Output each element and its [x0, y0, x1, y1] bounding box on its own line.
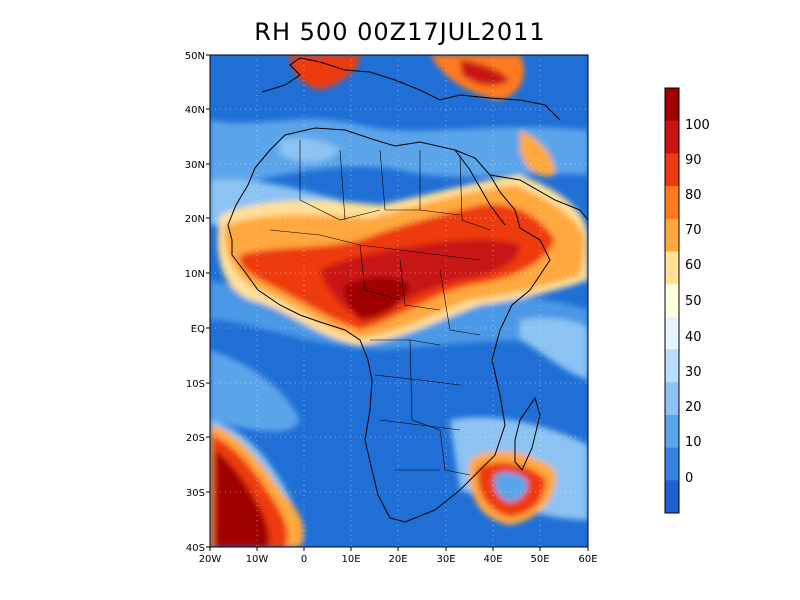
lat-label: 40N: [185, 105, 205, 116]
country-borders: [269, 140, 491, 476]
colorbar-label: 30: [685, 365, 702, 380]
lon-label: 20E: [388, 554, 407, 565]
lon-label: 30E: [436, 554, 455, 565]
colorbar-swatch: [665, 153, 679, 187]
tick-marks: [206, 54, 589, 551]
colorbar-label: 100: [685, 118, 710, 133]
lon-label: 50E: [530, 554, 549, 565]
colorbar-label: 0: [685, 471, 693, 486]
lat-label: 50N: [185, 51, 205, 62]
colorbar-frame: [664, 87, 680, 514]
colorbar-label: 40: [685, 330, 702, 345]
lon-label: 10W: [246, 554, 269, 565]
colorbar-swatch: [665, 480, 679, 514]
colorbar: 100 90 80 70 60 50 40 30 20 10 0: [664, 87, 710, 514]
colorbar-label: 90: [685, 153, 702, 168]
colorbar-swatch: [665, 414, 679, 449]
coastlines: [227, 57, 588, 523]
lon-label: 10E: [341, 554, 360, 565]
colorbar-label: 60: [685, 258, 702, 273]
latitude-labels: 50N 40N 30N 20N 10N EQ 10S 20S 30S 40S: [185, 51, 205, 554]
colorbar-label: 70: [685, 223, 702, 238]
lon-label: 60E: [578, 554, 597, 565]
colorbar-swatch: [665, 218, 679, 252]
lon-label: 20W: [199, 554, 222, 565]
lon-label: 40E: [483, 554, 502, 565]
lat-label: 20N: [185, 214, 205, 225]
colorbar-swatch: [665, 251, 679, 285]
colorbar-swatch: [665, 447, 679, 481]
colorbar-swatch: [665, 284, 679, 318]
lat-label: 30S: [186, 488, 205, 499]
colorbar-swatch: [665, 349, 679, 383]
map-frame: [209, 54, 589, 548]
humidity-field: [210, 55, 588, 547]
colorbar-swatch: [665, 316, 679, 351]
longitude-labels: 20W 10W 0 10E 20E 30E 40E 50E 60E: [199, 554, 598, 565]
colorbar-swatch: [665, 88, 679, 122]
lat-label: 30N: [185, 160, 205, 171]
colorbar-swatches: [665, 88, 679, 514]
colorbar-label: 20: [685, 400, 702, 415]
colorbar-swatch: [665, 382, 679, 416]
chart-title: RH 500 00Z17JUL2011: [254, 18, 546, 46]
colorbar-swatch: [665, 120, 679, 154]
colorbar-label: 80: [685, 188, 702, 203]
grid-lines: [210, 55, 588, 547]
lon-label: 0: [301, 554, 307, 565]
colorbar-label: 50: [685, 294, 702, 309]
colorbar-label: 10: [685, 435, 702, 450]
lat-label: 40S: [186, 543, 205, 554]
lat-label: 20S: [186, 433, 205, 444]
lat-label: 10N: [185, 269, 205, 280]
lat-label: 10S: [186, 379, 205, 390]
lat-label: EQ: [191, 324, 205, 335]
colorbar-swatch: [665, 186, 679, 220]
